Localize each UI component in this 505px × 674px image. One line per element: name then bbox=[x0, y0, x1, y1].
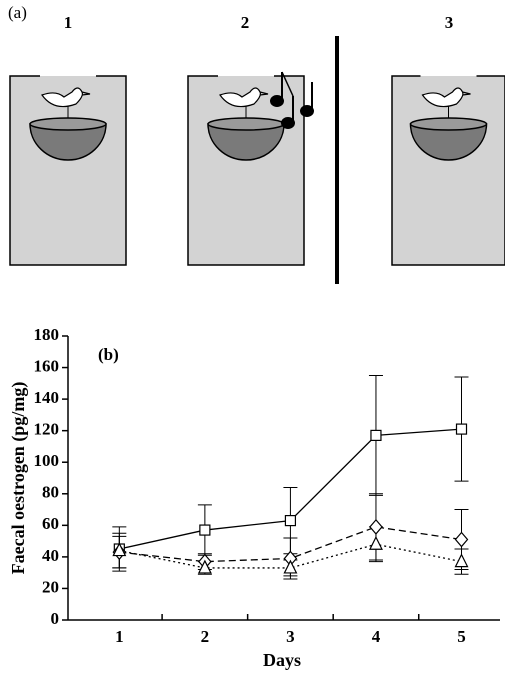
bowl-rim bbox=[208, 118, 284, 130]
x-tick-label: 1 bbox=[115, 627, 124, 646]
marker-square bbox=[457, 424, 467, 434]
y-tick-label: 40 bbox=[42, 546, 59, 565]
y-tick-label: 80 bbox=[42, 483, 59, 502]
cage-number: 3 bbox=[445, 13, 454, 32]
marker-triangle bbox=[456, 555, 468, 567]
marker-triangle bbox=[370, 537, 382, 549]
figure: (a) 1 2 3 (b) Days Faecal oestrogen (pg/… bbox=[0, 0, 505, 674]
marker-square bbox=[200, 525, 210, 535]
panel-label: (a) bbox=[8, 3, 27, 22]
marker-square bbox=[285, 516, 295, 526]
marker-diamond bbox=[456, 533, 468, 547]
y-tick-label: 120 bbox=[34, 420, 60, 439]
y-tick-label: 140 bbox=[34, 388, 60, 407]
x-tick-label: 3 bbox=[286, 627, 295, 646]
x-axis-label: Days bbox=[263, 650, 301, 670]
bowl-rim bbox=[30, 118, 106, 130]
x-tick-label: 4 bbox=[372, 627, 381, 646]
y-tick-label: 180 bbox=[34, 325, 60, 344]
y-tick-label: 100 bbox=[34, 451, 60, 470]
cages bbox=[10, 76, 505, 265]
x-tick-label: 2 bbox=[201, 627, 210, 646]
y-axis-label: Faecal oestrogen (pg/mg) bbox=[8, 382, 29, 575]
marker-triangle bbox=[284, 561, 296, 573]
x-tick-label: 5 bbox=[457, 627, 466, 646]
cage-number: 1 bbox=[64, 13, 73, 32]
y-tick-label: 0 bbox=[51, 609, 60, 628]
panel-label: (b) bbox=[98, 345, 119, 364]
marker-square bbox=[371, 430, 381, 440]
cage-number: 2 bbox=[241, 13, 250, 32]
bowl-rim bbox=[411, 118, 487, 130]
marker-diamond bbox=[370, 520, 382, 534]
y-tick-label: 160 bbox=[34, 356, 60, 375]
y-tick-label: 20 bbox=[42, 577, 59, 596]
y-tick-label: 60 bbox=[42, 514, 59, 533]
